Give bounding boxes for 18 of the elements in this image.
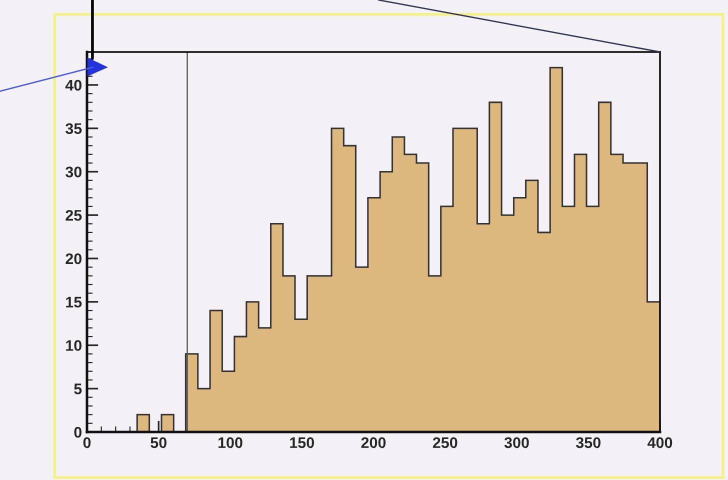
- y-tick-label: 20: [66, 253, 82, 264]
- y-tick-label: 5: [74, 384, 82, 394]
- y-tick-label: 25: [66, 210, 82, 221]
- y-tick-label: 0: [74, 426, 82, 438]
- x-tick-label: 200: [361, 437, 386, 448]
- x-tick-label: 50: [150, 437, 166, 448]
- y-tick-label: 35: [65, 123, 82, 134]
- x-tick-label: 0: [83, 437, 91, 448]
- x-tick-label: 300: [504, 437, 529, 448]
- x-tick-label: 100: [218, 437, 242, 448]
- x-tick-label: 400: [647, 437, 672, 448]
- y-tick-label: 40: [65, 80, 82, 91]
- x-tick-label: 150: [290, 437, 314, 448]
- y-tick-label: 30: [65, 166, 82, 178]
- x-tick-label: 350: [576, 437, 600, 448]
- x-tick-label: 250: [432, 437, 458, 448]
- y-tick-label: 10: [66, 340, 82, 351]
- y-tick-label: 15: [66, 296, 82, 308]
